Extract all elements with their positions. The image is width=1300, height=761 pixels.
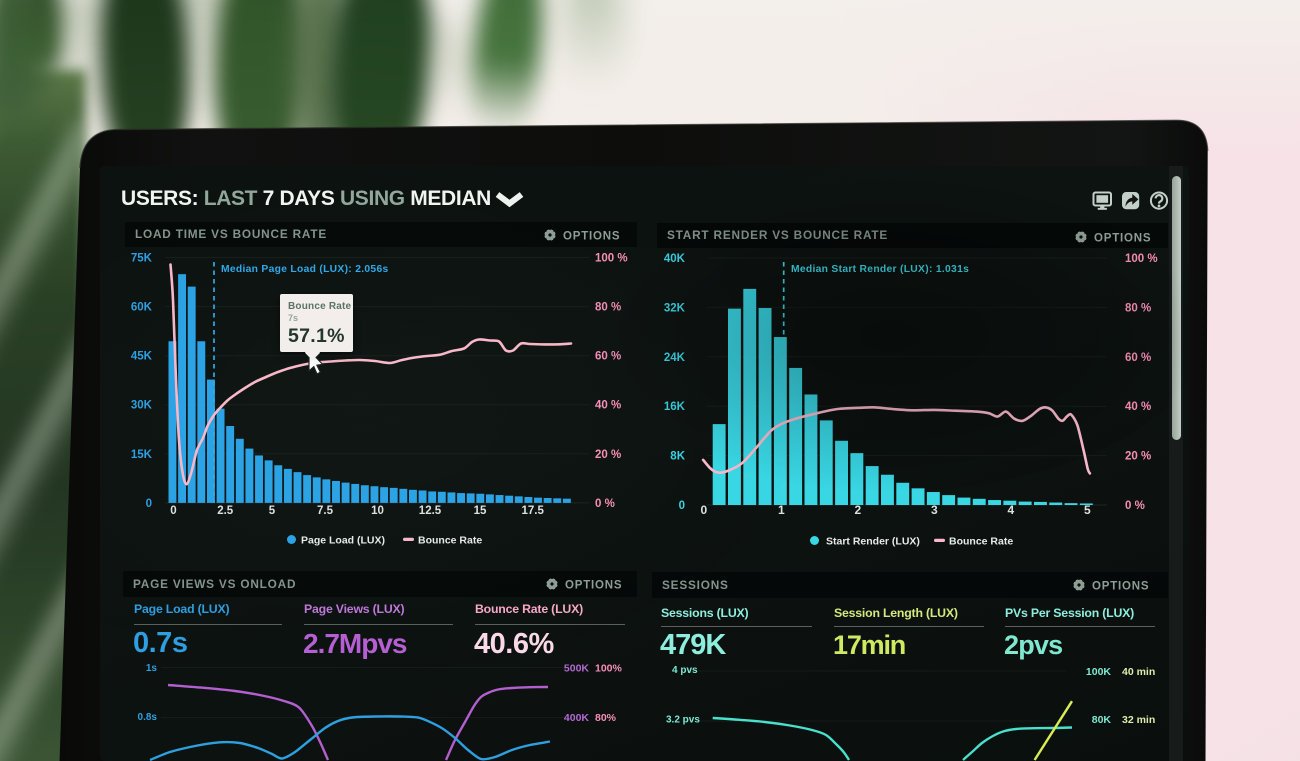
svg-text:2: 2 [854, 503, 861, 517]
svg-text:1: 1 [778, 503, 785, 517]
svg-text:0.8s: 0.8s [138, 712, 158, 723]
svg-text:100K: 100K [1086, 666, 1112, 678]
svg-text:12.5: 12.5 [419, 505, 442, 517]
svg-text:3: 3 [931, 503, 938, 517]
svg-text:2.5: 2.5 [217, 505, 234, 517]
svg-text:32 min: 32 min [1122, 714, 1155, 726]
svg-text:80 %: 80 % [595, 302, 621, 314]
svg-text:5: 5 [269, 505, 276, 517]
svg-text:Page Load (LUX): Page Load (LUX) [301, 535, 385, 547]
svg-text:60K: 60K [131, 302, 153, 314]
svg-text:80%: 80% [595, 712, 617, 724]
svg-text:40K: 40K [664, 253, 686, 265]
svg-text:40 min: 40 min [1122, 666, 1155, 678]
svg-text:8K: 8K [670, 451, 685, 463]
svg-text:10: 10 [371, 505, 384, 517]
svg-text:20 %: 20 % [595, 449, 621, 461]
svg-text:OPTIONS: OPTIONS [1094, 233, 1151, 245]
svg-text:45K: 45K [131, 351, 153, 363]
svg-text:60 %: 60 % [595, 351, 621, 363]
svg-text:3.2 pvs: 3.2 pvs [666, 715, 700, 726]
svg-text:100 %: 100 % [1125, 253, 1158, 265]
svg-text:500K: 500K [564, 663, 590, 675]
svg-text:24K: 24K [664, 352, 686, 364]
svg-text:17.5: 17.5 [522, 505, 545, 517]
svg-text:40 %: 40 % [1125, 401, 1151, 413]
svg-text:60 %: 60 % [1125, 352, 1151, 364]
svg-text:80 %: 80 % [1125, 302, 1151, 314]
svg-text:15K: 15K [131, 449, 153, 461]
svg-text:0: 0 [146, 498, 152, 510]
svg-text:16K: 16K [664, 401, 686, 413]
svg-text:Bounce Rate: Bounce Rate [418, 535, 482, 547]
svg-text:0: 0 [701, 503, 708, 517]
svg-text:15: 15 [474, 505, 487, 517]
svg-text:0 %: 0 % [1125, 500, 1145, 512]
svg-text:Bounce Rate: Bounce Rate [949, 536, 1013, 548]
svg-text:Median Page Load (LUX): 2.056s: Median Page Load (LUX): 2.056s [221, 264, 389, 275]
svg-text:0: 0 [679, 500, 685, 512]
svg-text:5: 5 [1084, 503, 1091, 517]
svg-text:30K: 30K [131, 400, 153, 412]
svg-text:400K: 400K [564, 712, 590, 724]
svg-text:4 pvs: 4 pvs [672, 665, 698, 676]
svg-text:OPTIONS: OPTIONS [1092, 581, 1149, 593]
svg-text:100 %: 100 % [595, 253, 628, 265]
svg-text:20 %: 20 % [1125, 451, 1151, 463]
svg-text:40 %: 40 % [595, 400, 621, 412]
svg-text:OPTIONS: OPTIONS [563, 231, 620, 243]
svg-text:0: 0 [170, 505, 176, 517]
svg-text:Start Render (LUX): Start Render (LUX) [826, 536, 920, 548]
svg-text:32K: 32K [664, 302, 686, 314]
svg-text:75K: 75K [131, 253, 153, 265]
svg-text:100%: 100% [595, 663, 623, 675]
svg-text:7.5: 7.5 [317, 505, 334, 517]
svg-text:1s: 1s [146, 663, 158, 674]
svg-text:4: 4 [1008, 503, 1015, 517]
svg-text:OPTIONS: OPTIONS [565, 580, 622, 592]
svg-text:80K: 80K [1092, 714, 1112, 726]
svg-text:0 %: 0 % [595, 498, 615, 510]
svg-text:Median Start Render (LUX): 1.0: Median Start Render (LUX): 1.031s [791, 264, 969, 275]
